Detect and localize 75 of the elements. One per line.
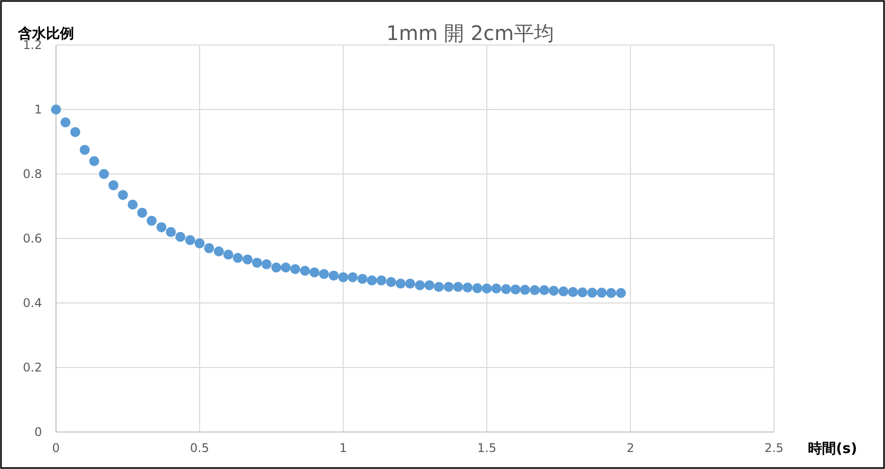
point xyxy=(558,286,568,296)
x-axis-title: 時間(s) xyxy=(808,441,858,457)
point xyxy=(204,243,214,254)
point xyxy=(271,262,282,273)
point xyxy=(501,284,512,294)
point xyxy=(328,270,339,281)
point xyxy=(405,278,416,289)
point xyxy=(348,272,358,282)
point xyxy=(60,117,70,128)
point xyxy=(539,285,550,296)
point xyxy=(166,227,176,238)
y-tick-label: 0.8 xyxy=(22,167,42,181)
y-tick-label: 0.6 xyxy=(22,232,42,246)
point xyxy=(262,259,272,270)
x-tick-label: 0.5 xyxy=(190,441,210,455)
point xyxy=(118,190,128,200)
x-tick-label: 1.5 xyxy=(477,441,496,455)
point xyxy=(214,246,224,256)
point xyxy=(357,274,368,284)
point xyxy=(577,287,588,298)
point xyxy=(568,287,578,298)
chart-title: 1mm 開 2cm平均 xyxy=(386,21,554,45)
y-tick-label: 0 xyxy=(34,425,42,439)
y-tick-label: 0.2 xyxy=(22,360,42,374)
point xyxy=(453,282,464,292)
point xyxy=(386,277,396,288)
y-axis-title: 含水比例 xyxy=(17,26,74,42)
point xyxy=(520,284,530,295)
point xyxy=(98,169,109,179)
point xyxy=(309,267,320,278)
point xyxy=(596,288,607,298)
point xyxy=(137,208,148,218)
point xyxy=(606,288,616,298)
point xyxy=(108,180,118,190)
point xyxy=(280,262,291,273)
point xyxy=(510,284,521,294)
point xyxy=(194,238,205,248)
x-tick-label: 1 xyxy=(339,441,348,455)
point xyxy=(156,222,166,232)
point xyxy=(396,278,406,289)
point xyxy=(366,275,377,286)
point xyxy=(530,285,540,296)
point xyxy=(223,250,234,260)
point xyxy=(128,200,138,210)
x-tick-label: 2 xyxy=(626,441,634,455)
point xyxy=(414,280,425,290)
point xyxy=(424,280,434,290)
x-tick-label: 2.5 xyxy=(764,441,784,455)
point xyxy=(185,235,196,246)
point xyxy=(482,283,492,294)
point xyxy=(300,266,310,276)
point xyxy=(242,254,253,264)
y-tick-label: 1 xyxy=(34,102,42,116)
point xyxy=(252,258,262,268)
point xyxy=(175,232,186,242)
point xyxy=(318,268,329,279)
point xyxy=(70,127,80,138)
point xyxy=(51,104,61,114)
point xyxy=(434,282,444,292)
point xyxy=(338,272,348,282)
y-tick-label: 0.4 xyxy=(22,296,42,310)
point xyxy=(290,264,300,274)
point xyxy=(444,282,454,292)
point xyxy=(376,275,386,286)
point xyxy=(491,283,502,294)
point xyxy=(89,156,100,166)
point xyxy=(587,288,598,298)
point xyxy=(80,144,90,155)
point xyxy=(462,282,473,293)
x-tick-label: 0 xyxy=(52,441,60,455)
point xyxy=(548,286,559,296)
point xyxy=(146,216,157,226)
point xyxy=(472,283,482,294)
point xyxy=(232,252,243,263)
point xyxy=(616,288,626,298)
